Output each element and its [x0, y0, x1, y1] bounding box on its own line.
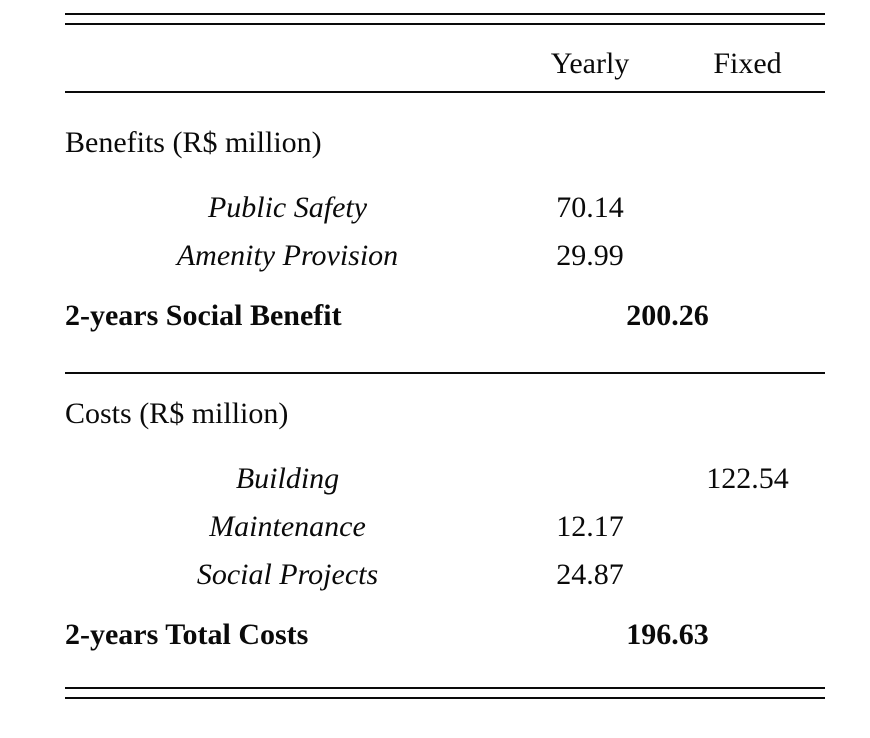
- item-value-yearly: 12.17: [556, 510, 624, 543]
- column-header-empty: [65, 25, 510, 93]
- costs-section-row: Costs (R$ million): [65, 373, 825, 433]
- item-label: Building: [235, 462, 340, 495]
- table-row-social-benefit-total: 2-years Social Benefit 200.26: [65, 275, 825, 374]
- table-body: Yearly Fixed Benefits (R$ million) Publi…: [65, 25, 825, 687]
- top-double-rule: [65, 13, 825, 25]
- table-row-public-safety: Public Safety 70.14: [65, 162, 825, 227]
- table-row-amenity-provision: Amenity Provision 29.99: [65, 227, 825, 275]
- item-value-yearly: 24.87: [556, 558, 624, 591]
- cost-benefit-table: Yearly Fixed Benefits (R$ million) Publi…: [65, 13, 825, 699]
- costs-section-title: Costs (R$ million): [65, 397, 289, 430]
- item-value-yearly: 29.99: [556, 239, 624, 272]
- benefits-section-title: Benefits (R$ million): [65, 126, 322, 159]
- total-value: 200.26: [510, 275, 825, 374]
- total-label: 2-years Social Benefit: [65, 275, 510, 374]
- total-label: 2-years Total Costs: [65, 618, 309, 651]
- item-value-yearly: 70.14: [556, 191, 624, 224]
- item-label: Public Safety: [207, 191, 368, 224]
- item-label: Maintenance: [209, 510, 366, 543]
- column-header-fixed: Fixed: [670, 25, 825, 93]
- table-row-maintenance: Maintenance 12.17: [65, 498, 825, 546]
- item-value-yearly: [510, 433, 670, 498]
- total-value: 196.63: [626, 618, 709, 651]
- bottom-double-rule: [65, 687, 825, 699]
- item-label: Social Projects: [196, 558, 379, 591]
- item-value-fixed: [670, 162, 825, 227]
- column-header-row: Yearly Fixed: [65, 25, 825, 93]
- item-value-fixed: [670, 546, 825, 594]
- column-header-yearly: Yearly: [510, 25, 670, 93]
- item-value-fixed: [670, 498, 825, 546]
- benefits-section-row: Benefits (R$ million): [65, 92, 825, 162]
- table-row-total-costs: 2-years Total Costs 196.63: [65, 594, 825, 687]
- table-row-building: Building 122.54: [65, 433, 825, 498]
- item-value-fixed: [670, 227, 825, 275]
- item-label: Amenity Provision: [176, 239, 399, 272]
- table-row-social-projects: Social Projects 24.87: [65, 546, 825, 594]
- item-value-fixed: 122.54: [706, 462, 789, 495]
